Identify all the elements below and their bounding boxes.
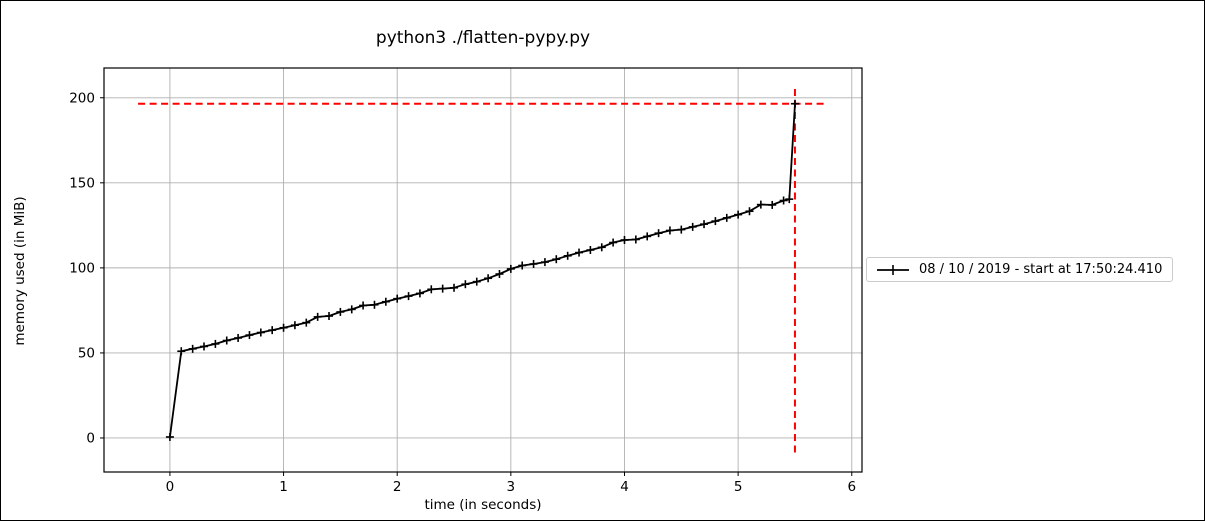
- x-tick-label: 3: [507, 479, 516, 495]
- y-axis-label: memory used (in MiB): [12, 196, 28, 346]
- x-tick-label: 0: [166, 479, 175, 495]
- x-tick-label: 5: [734, 479, 743, 495]
- y-tick-label: 100: [69, 260, 95, 276]
- x-tick-label: 2: [393, 479, 402, 495]
- y-tick-label: 50: [78, 345, 95, 361]
- x-axis-label: time (in seconds): [424, 497, 542, 513]
- memory-usage-line: [169, 103, 796, 438]
- x-tick-label: 4: [620, 479, 629, 495]
- y-tick-label: 200: [69, 90, 95, 106]
- chart-title: python3 ./flatten-pypy.py: [375, 28, 591, 48]
- legend-marker-line: [877, 264, 909, 275]
- x-tick-label: 6: [847, 479, 856, 495]
- axes-spines: [103, 67, 863, 473]
- y-tick-label: 150: [69, 175, 95, 191]
- legend-box: 08 / 10 / 2019 - start at 17:50:24.410: [866, 257, 1174, 282]
- legend-label: 08 / 10 / 2019 - start at 17:50:24.410: [919, 262, 1163, 277]
- y-tick-label: 0: [86, 430, 95, 446]
- x-tick-label: 1: [279, 479, 288, 495]
